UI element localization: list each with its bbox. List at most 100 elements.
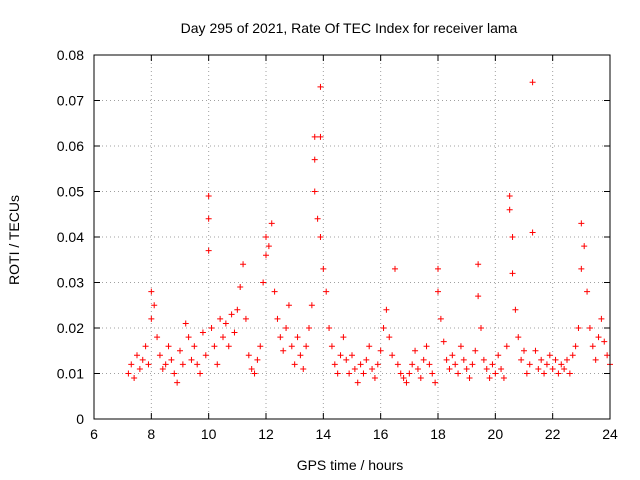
data-point <box>317 83 324 90</box>
data-point <box>185 334 192 341</box>
x-tick-label: 20 <box>488 426 504 442</box>
data-point <box>486 375 493 382</box>
x-tick-label: 10 <box>201 426 217 442</box>
data-point <box>383 306 390 313</box>
data-point <box>598 315 605 322</box>
data-point <box>495 352 502 359</box>
data-point <box>549 365 556 372</box>
data-point <box>277 334 284 341</box>
data-point <box>586 325 593 331</box>
data-point <box>475 293 482 300</box>
data-point <box>331 361 338 368</box>
data-point <box>194 361 201 368</box>
data-point <box>136 365 143 372</box>
data-point <box>457 343 464 350</box>
data-point <box>581 243 588 250</box>
data-point <box>506 193 513 200</box>
data-point <box>363 356 370 363</box>
data-point <box>125 370 132 377</box>
data-point <box>148 288 155 295</box>
data-point <box>541 370 548 377</box>
data-point <box>526 361 533 368</box>
data-point <box>389 352 396 359</box>
data-point <box>400 375 407 382</box>
data-point <box>417 375 424 382</box>
data-point <box>595 334 602 341</box>
data-point <box>538 356 545 363</box>
data-point <box>569 352 576 359</box>
data-point <box>423 343 430 350</box>
x-tick-label: 18 <box>430 426 446 442</box>
data-point <box>177 347 183 354</box>
data-point <box>145 361 152 368</box>
data-point <box>168 356 175 363</box>
data-point <box>251 370 258 377</box>
data-point <box>280 347 287 354</box>
data-point <box>340 334 347 341</box>
plot-frame <box>93 54 611 420</box>
data-point <box>214 361 221 368</box>
data-point <box>469 361 476 368</box>
x-tick-label: 16 <box>373 426 389 442</box>
data-point <box>509 270 516 277</box>
data-point <box>349 352 355 359</box>
data-point <box>237 284 244 291</box>
data-point <box>354 379 361 386</box>
data-point <box>197 370 204 377</box>
data-point <box>392 265 398 272</box>
data-point <box>346 370 353 377</box>
data-point <box>162 361 169 368</box>
data-point <box>245 352 252 359</box>
data-point <box>297 352 304 359</box>
data-point <box>191 343 198 350</box>
data-point <box>151 302 158 309</box>
data-point <box>323 288 330 295</box>
y-axis-label: ROTI / TECUs <box>6 195 22 285</box>
data-point <box>443 356 450 363</box>
chart-title: Day 295 of 2021, Rate Of TEC Index for r… <box>181 20 518 36</box>
data-point <box>435 288 441 295</box>
data-point <box>532 347 539 354</box>
data-point <box>225 343 232 350</box>
data-point <box>263 234 269 240</box>
data-point <box>179 361 186 368</box>
y-tick-label: 0.06 <box>57 138 84 154</box>
data-point <box>320 265 327 272</box>
data-point <box>317 133 324 140</box>
y-tick-label: 0.04 <box>57 229 84 245</box>
tick-labels: 6 8 10 12 14 16 18 20 22 24 0 0.01 0.02 0.03 0.04 0.05 0… <box>57 47 618 442</box>
data-point <box>555 370 562 377</box>
data-point <box>475 261 482 268</box>
data-point <box>503 343 510 350</box>
data-point <box>394 361 401 368</box>
data-point <box>242 315 249 322</box>
data-point <box>337 352 344 359</box>
data-point <box>521 347 527 354</box>
data-point <box>205 193 212 200</box>
data-point <box>154 334 161 341</box>
data-point <box>134 352 140 359</box>
data-point <box>283 325 290 331</box>
data-point <box>202 352 209 359</box>
y-tick-label: 0.02 <box>57 320 84 336</box>
data-point <box>182 320 189 327</box>
data-point <box>220 334 226 341</box>
data-point <box>260 279 267 286</box>
data-point <box>564 356 570 363</box>
data-point <box>406 370 413 377</box>
data-point <box>455 370 462 377</box>
data-point <box>174 379 181 386</box>
data-point <box>142 343 149 350</box>
data-point <box>500 375 507 382</box>
data-point <box>518 356 525 363</box>
data-point <box>294 334 301 341</box>
data-point <box>578 265 585 272</box>
data-point <box>420 356 427 363</box>
data-point <box>489 361 496 368</box>
data-point <box>171 370 178 377</box>
y-tick-label: 0 <box>76 411 84 427</box>
data-point <box>328 343 335 350</box>
data-point <box>512 306 519 313</box>
grid-lines <box>94 55 610 419</box>
